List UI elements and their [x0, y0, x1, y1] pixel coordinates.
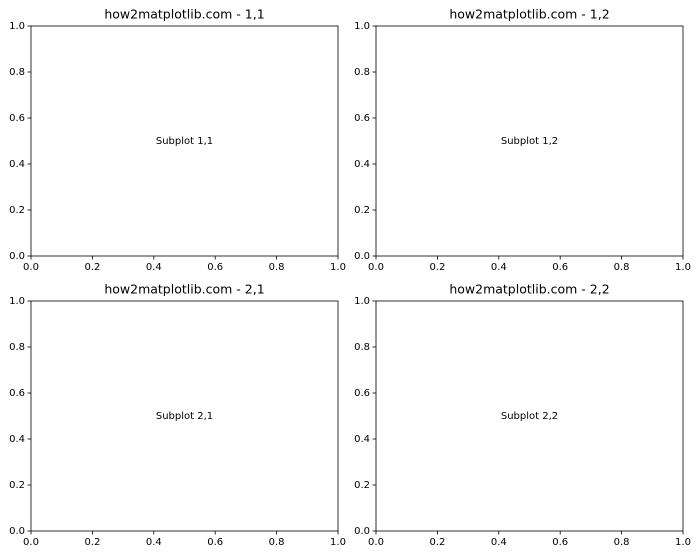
x-tick-label: 0.2 [84, 262, 100, 273]
x-tick-label: 1.0 [675, 262, 691, 273]
x-tick-label: 0.6 [552, 537, 568, 548]
axes-frame [375, 25, 684, 257]
x-tick-label: 0.6 [207, 262, 223, 273]
y-tick-label: 0.0 [9, 251, 25, 262]
x-tick-label: 0.0 [368, 262, 384, 273]
annotation: Subplot 2,2 [501, 411, 558, 422]
subplot-title: how2matplotlib.com - 2,1 [104, 282, 264, 297]
subplot-title: how2matplotlib.com - 1,2 [449, 7, 609, 22]
x-tick-label: 0.8 [614, 262, 630, 273]
x-tick-label: 1.0 [330, 537, 346, 548]
x-tick-label: 0.0 [23, 537, 39, 548]
y-tick-label: 0.8 [354, 342, 370, 353]
x-tick-label: 0.4 [146, 262, 162, 273]
y-tick-label: 0.0 [354, 251, 370, 262]
y-tick-label: 0.2 [354, 480, 370, 491]
x-tick-label: 0.2 [84, 537, 100, 548]
y-tick-label: 0.4 [9, 434, 25, 445]
x-tick-label: 1.0 [675, 537, 691, 548]
x-tick-label: 0.2 [429, 537, 445, 548]
y-tick-label: 0.4 [354, 434, 370, 445]
y-tick-label: 0.2 [9, 205, 25, 216]
y-tick-label: 1.0 [354, 296, 370, 307]
subplot-title: how2matplotlib.com - 2,2 [449, 282, 609, 297]
x-tick-label: 0.8 [269, 537, 285, 548]
y-tick-label: 1.0 [9, 296, 25, 307]
x-tick-label: 0.4 [146, 537, 162, 548]
y-tick-label: 0.6 [9, 113, 25, 124]
y-tick-label: 0.2 [354, 205, 370, 216]
y-tick-label: 0.6 [354, 388, 370, 399]
subplot-title: how2matplotlib.com - 1,1 [104, 7, 264, 22]
x-tick-label: 1.0 [330, 262, 346, 273]
x-tick-label: 0.0 [23, 262, 39, 273]
x-tick-label: 0.6 [207, 537, 223, 548]
y-tick-label: 0.8 [9, 67, 25, 78]
x-tick-label: 0.8 [269, 262, 285, 273]
annotation: Subplot 1,2 [501, 136, 558, 147]
annotation: Subplot 1,1 [156, 136, 213, 147]
y-tick-label: 1.0 [354, 21, 370, 32]
y-tick-label: 0.0 [354, 526, 370, 537]
axes-frame [30, 300, 339, 532]
x-tick-label: 0.6 [552, 262, 568, 273]
y-tick-label: 0.6 [9, 388, 25, 399]
axes-frame [30, 25, 339, 257]
y-tick-label: 0.4 [9, 159, 25, 170]
axes-frame [375, 300, 684, 532]
x-tick-label: 0.4 [491, 262, 507, 273]
y-tick-label: 0.0 [9, 526, 25, 537]
x-tick-label: 0.8 [614, 537, 630, 548]
x-tick-label: 0.0 [368, 537, 384, 548]
y-tick-label: 0.8 [9, 342, 25, 353]
y-tick-label: 1.0 [9, 21, 25, 32]
annotation: Subplot 2,1 [156, 411, 213, 422]
x-tick-label: 0.2 [429, 262, 445, 273]
x-tick-label: 0.4 [491, 537, 507, 548]
y-tick-label: 0.6 [354, 113, 370, 124]
y-tick-label: 0.8 [354, 67, 370, 78]
y-tick-label: 0.2 [9, 480, 25, 491]
y-tick-label: 0.4 [354, 159, 370, 170]
